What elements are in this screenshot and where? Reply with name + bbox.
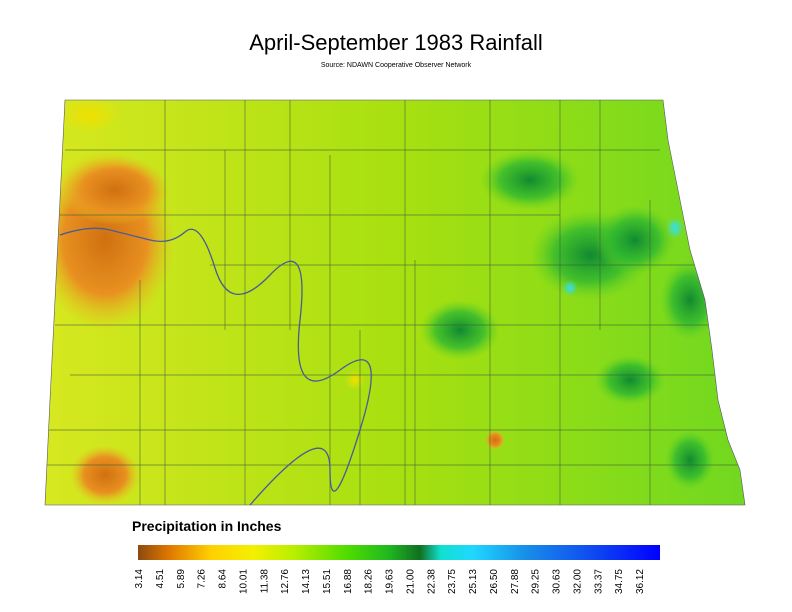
legend-label: 5.89 [176, 569, 187, 589]
legend-label: 22.38 [426, 569, 437, 594]
legend-label: 19.63 [385, 569, 396, 594]
source: Source: NDAWN Cooperative Observer Netwo… [321, 62, 472, 69]
legend-label: 16.88 [343, 569, 354, 594]
legend-label: 11.38 [259, 569, 270, 594]
legend-label: 29.25 [531, 569, 542, 594]
legend-title: Precipitation in Inches [132, 518, 282, 534]
legend-label: 25.13 [468, 569, 479, 594]
legend-label: 27.88 [510, 569, 521, 594]
legend-label: 15.51 [322, 569, 333, 594]
legend-label: 12.76 [280, 569, 291, 594]
map [45, 100, 745, 505]
legend-label: 4.51 [155, 569, 166, 589]
legend-label: 36.12 [635, 569, 646, 594]
legend-label: 7.26 [197, 569, 208, 589]
legend-label: 30.63 [552, 569, 563, 594]
legend-label: 26.50 [489, 569, 500, 594]
color-bar [138, 545, 660, 560]
legend-labels: 3.14 4.51 5.89 7.26 8.64 10.01 11.38 12.76 14.13… [134, 569, 646, 594]
legend-label: 8.64 [218, 569, 229, 589]
legend-label: 10.01 [238, 569, 249, 594]
legend-label: 14.13 [301, 569, 312, 594]
legend-label: 33.37 [593, 569, 604, 594]
legend-label: 18.26 [364, 569, 375, 594]
legend-label: 23.75 [447, 569, 458, 594]
legend-label: 21.00 [405, 569, 416, 594]
legend-label: 32.00 [572, 569, 583, 594]
legend-label: 3.14 [134, 569, 145, 589]
legend-label: 34.75 [614, 569, 625, 594]
title: April-September 1983 Rainfall [249, 30, 543, 55]
